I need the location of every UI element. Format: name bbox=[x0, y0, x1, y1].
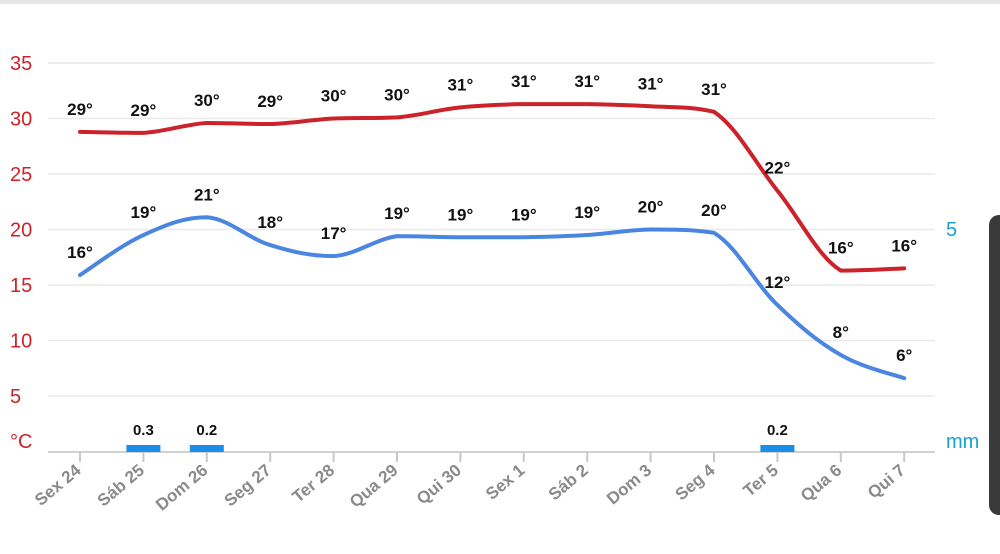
point-label: 29° bbox=[131, 101, 157, 120]
x-tick-label: Sex 1 bbox=[482, 461, 528, 504]
point-label: 6° bbox=[896, 346, 912, 365]
point-label: 20° bbox=[638, 198, 664, 217]
precip-label: 0.2 bbox=[767, 422, 788, 439]
point-label: 19° bbox=[511, 205, 537, 224]
point-label: 18° bbox=[257, 213, 283, 232]
precip-bar bbox=[126, 445, 161, 452]
y-axis-left: 35 30 25 20 15 10 5 °C bbox=[10, 53, 32, 453]
x-tick-label: Qui 30 bbox=[413, 461, 465, 509]
point-label: 19° bbox=[384, 204, 410, 223]
series-line-1 bbox=[78, 215, 907, 381]
y-tick-label: 5 bbox=[10, 386, 21, 408]
point-label: 29° bbox=[67, 100, 93, 119]
x-tick-label: Sáb 25 bbox=[94, 461, 148, 511]
point-label: 30° bbox=[384, 85, 410, 104]
x-tick-label: Qua 6 bbox=[797, 461, 845, 506]
precip-label: 0.3 bbox=[133, 422, 154, 439]
series-line-0 bbox=[78, 102, 907, 273]
point-label: 17° bbox=[321, 224, 347, 243]
point-label: 8° bbox=[833, 323, 849, 342]
x-tick-label: Dom 26 bbox=[152, 461, 211, 515]
point-label: 31° bbox=[574, 72, 600, 91]
y-axis-right: 5 mm bbox=[946, 219, 979, 453]
precip-label: 0.2 bbox=[196, 422, 217, 439]
y-axis-unit-right: mm bbox=[946, 431, 979, 453]
point-label: 19° bbox=[574, 203, 600, 222]
x-tick-label: Seg 27 bbox=[221, 461, 275, 511]
x-tick-label: Dom 3 bbox=[603, 461, 655, 509]
precipitation-bars: 0.3 0.2 0.2 bbox=[126, 422, 795, 452]
point-label: 29° bbox=[257, 92, 283, 111]
point-label: 19° bbox=[131, 203, 157, 222]
x-tick-label: Ter 5 bbox=[740, 461, 782, 501]
series-lines bbox=[78, 102, 907, 381]
y-tick-label: 35 bbox=[10, 53, 32, 75]
point-label: 31° bbox=[511, 72, 537, 91]
x-axis: Sex 24 Sáb 25 Dom 26 Seg 27 Ter 28 Qua 29 Qui … bbox=[31, 452, 909, 515]
point-label: 30° bbox=[321, 87, 347, 106]
y-right-tick-label: 5 bbox=[946, 219, 957, 241]
y-tick-label: 15 bbox=[10, 275, 32, 297]
x-tick-label: Sáb 2 bbox=[545, 461, 592, 505]
y-tick-label: 30 bbox=[10, 109, 32, 131]
point-label: 22° bbox=[765, 159, 791, 178]
y-tick-label: 10 bbox=[10, 331, 32, 353]
y-tick-label: 25 bbox=[10, 164, 32, 186]
precip-bar bbox=[760, 445, 795, 452]
point-label: 16° bbox=[828, 239, 854, 258]
x-tick-label: Qua 29 bbox=[346, 461, 402, 512]
point-labels: 29° 29° 30° 29° 30° 30° 31° 31° 31° 31° 31° 22° 16° 1… bbox=[67, 72, 917, 365]
gridlines bbox=[48, 62, 935, 453]
y-axis-unit-left: °C bbox=[10, 431, 32, 453]
scroll-handle[interactable] bbox=[989, 215, 1000, 515]
x-tick-label: Ter 28 bbox=[289, 461, 339, 507]
y-tick-label: 20 bbox=[10, 220, 32, 242]
point-label: 21° bbox=[194, 185, 220, 204]
point-label: 31° bbox=[701, 80, 727, 99]
point-label: 19° bbox=[448, 205, 474, 224]
point-label: 16° bbox=[67, 243, 93, 262]
x-tick-label: Sex 24 bbox=[31, 460, 85, 510]
point-label: 31° bbox=[638, 74, 664, 93]
point-label: 31° bbox=[448, 75, 474, 94]
precip-bar bbox=[189, 445, 224, 452]
top-divider bbox=[0, 0, 1000, 4]
point-label: 20° bbox=[701, 201, 727, 220]
x-tick-label: Seg 4 bbox=[672, 460, 719, 504]
point-label: 30° bbox=[194, 91, 220, 110]
point-label: 16° bbox=[891, 236, 917, 255]
x-tick-label: Qui 7 bbox=[864, 461, 909, 503]
point-label: 12° bbox=[765, 273, 791, 292]
